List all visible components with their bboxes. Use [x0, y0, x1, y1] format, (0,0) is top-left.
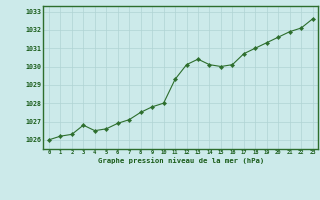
X-axis label: Graphe pression niveau de la mer (hPa): Graphe pression niveau de la mer (hPa) [98, 157, 264, 164]
